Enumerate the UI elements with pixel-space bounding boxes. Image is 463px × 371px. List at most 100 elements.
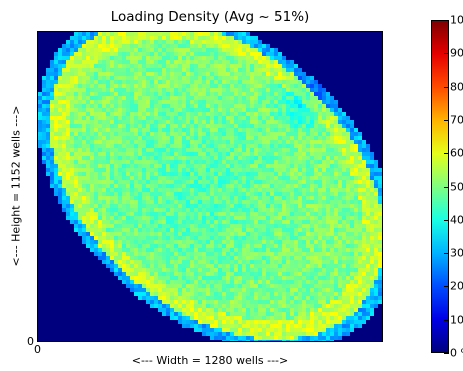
heatmap-cell	[142, 96, 146, 100]
heatmap-cell	[162, 108, 166, 112]
heatmap-cell	[322, 168, 326, 172]
heatmap-cell	[118, 108, 122, 112]
heatmap-cell	[62, 112, 66, 116]
heatmap-cell	[346, 192, 350, 196]
heatmap-cell	[158, 76, 162, 80]
heatmap-cell	[366, 188, 370, 192]
heatmap-cell	[322, 248, 326, 252]
heatmap-cell	[170, 280, 174, 284]
heatmap-cell	[226, 164, 230, 168]
heatmap-cell	[266, 116, 270, 120]
heatmap-cell	[166, 300, 170, 304]
heatmap-cell	[254, 108, 258, 112]
heatmap-cell	[158, 304, 162, 308]
heatmap-cell	[310, 244, 314, 248]
heatmap-cell	[158, 116, 162, 120]
heatmap-cell	[46, 92, 50, 96]
heatmap-cell	[278, 292, 282, 296]
heatmap-cell	[302, 176, 306, 180]
heatmap-cell	[94, 120, 98, 124]
heatmap-cell	[278, 280, 282, 284]
heatmap-cell	[310, 280, 314, 284]
heatmap-cell	[62, 160, 66, 164]
heatmap-cell	[226, 256, 230, 260]
heatmap-cell	[134, 276, 138, 280]
heatmap-cell	[218, 108, 222, 112]
heatmap-cell	[334, 180, 338, 184]
heatmap-cell	[238, 256, 242, 260]
heatmap-cell	[102, 88, 106, 92]
heatmap-cell	[258, 304, 262, 308]
heatmap-cell	[318, 136, 322, 140]
heatmap-cell	[218, 256, 222, 260]
heatmap-cell	[306, 116, 310, 120]
heatmap-cell	[234, 176, 238, 180]
heatmap-cell	[254, 268, 258, 272]
heatmap-cell	[298, 184, 302, 188]
heatmap-cell	[254, 280, 258, 284]
heatmap-cell	[142, 244, 146, 248]
heatmap-cell	[366, 180, 370, 184]
heatmap-cell	[198, 180, 202, 184]
heatmap-cell	[170, 132, 174, 136]
heatmap-cell	[178, 184, 182, 188]
heatmap-cell	[222, 44, 226, 48]
heatmap-cell	[178, 132, 182, 136]
heatmap-cell	[222, 36, 226, 40]
heatmap-cell	[310, 120, 314, 124]
heatmap-cell	[338, 188, 342, 192]
heatmap-cell	[142, 52, 146, 56]
heatmap-cell	[374, 236, 378, 240]
heatmap-cell	[270, 280, 274, 284]
heatmap-cell	[226, 240, 230, 244]
heatmap-cell	[298, 168, 302, 172]
heatmap-cell	[314, 100, 318, 104]
heatmap-cell	[122, 252, 126, 256]
heatmap-cell	[314, 184, 318, 188]
heatmap-cell	[182, 92, 186, 96]
heatmap-cell	[282, 56, 286, 60]
heatmap-cell	[74, 172, 78, 176]
heatmap-cell	[102, 208, 106, 212]
heatmap-cell	[218, 220, 222, 224]
heatmap-cell	[306, 128, 310, 132]
heatmap-cell	[206, 176, 210, 180]
heatmap-cell	[362, 236, 366, 240]
heatmap-cell	[262, 152, 266, 156]
heatmap-cell	[218, 140, 222, 144]
heatmap-cell	[182, 232, 186, 236]
heatmap-cell	[222, 220, 226, 224]
heatmap-cell	[122, 44, 126, 48]
heatmap-cell	[254, 284, 258, 288]
heatmap-cell	[342, 188, 346, 192]
heatmap-cell	[278, 216, 282, 220]
heatmap-cell	[186, 284, 190, 288]
heatmap-cell	[62, 116, 66, 120]
heatmap-cell	[306, 76, 310, 80]
heatmap-cell	[66, 124, 70, 128]
heatmap-cell	[266, 212, 270, 216]
heatmap-cell	[190, 276, 194, 280]
heatmap-cell	[298, 256, 302, 260]
heatmap-cell	[102, 140, 106, 144]
heatmap-cell	[210, 240, 214, 244]
heatmap-cell	[42, 80, 46, 84]
heatmap-cell	[130, 144, 134, 148]
heatmap-cell	[226, 124, 230, 128]
heatmap-cell	[202, 176, 206, 180]
heatmap-cell	[286, 264, 290, 268]
heatmap-cell	[334, 164, 338, 168]
heatmap-cell	[118, 196, 122, 200]
heatmap-cell	[78, 96, 82, 100]
heatmap-cell	[146, 152, 150, 156]
heatmap-cell	[154, 256, 158, 260]
heatmap-cell	[198, 296, 202, 300]
heatmap-cell	[278, 88, 282, 92]
heatmap-cell	[118, 36, 122, 40]
heatmap-cell	[70, 188, 74, 192]
heatmap-cell	[250, 256, 254, 260]
heatmap-cell	[54, 92, 58, 96]
heatmap-cell	[290, 68, 294, 72]
heatmap-cell	[338, 276, 342, 280]
heatmap-cell	[114, 96, 118, 100]
